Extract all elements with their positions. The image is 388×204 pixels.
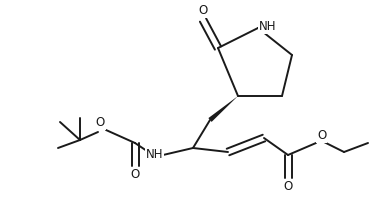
Polygon shape — [208, 96, 238, 122]
Text: O: O — [283, 181, 293, 194]
Text: O: O — [317, 129, 326, 142]
Text: NH: NH — [146, 149, 163, 162]
Text: O: O — [198, 4, 208, 18]
Text: O: O — [130, 169, 140, 182]
Text: O: O — [96, 116, 105, 129]
Text: NH: NH — [259, 20, 277, 33]
